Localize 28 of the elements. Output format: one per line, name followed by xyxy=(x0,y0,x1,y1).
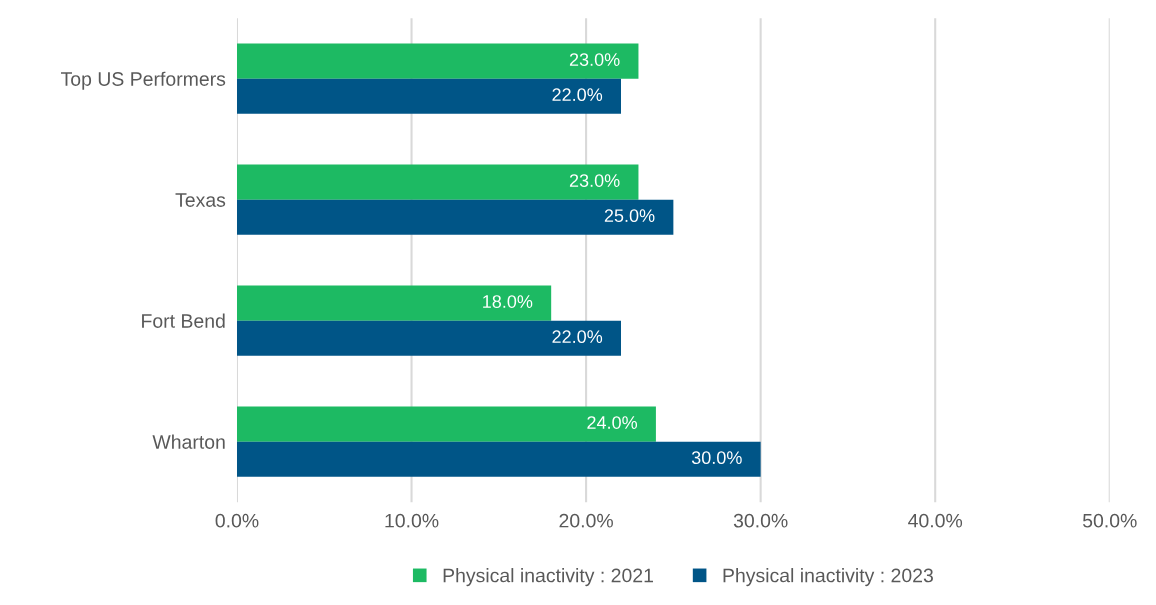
bar xyxy=(236,285,552,321)
data-label: 25.0% xyxy=(604,209,655,223)
data-label: 24.0% xyxy=(587,416,638,429)
data-label: 23.0% xyxy=(569,53,620,66)
y-tick-label: Fort Bend xyxy=(142,313,225,328)
bar xyxy=(236,320,621,356)
bar xyxy=(236,164,639,200)
data-label: 18.0% xyxy=(483,295,533,308)
legend-label: Physical inactivity : 2021 xyxy=(443,568,653,587)
x-tick-label: 10.0% xyxy=(385,513,439,528)
y-tick-label: Top US Performers xyxy=(61,71,226,90)
data-label: 22.0% xyxy=(552,88,603,102)
data-label: 23.0% xyxy=(569,174,620,187)
y-tick-label: Texas xyxy=(175,193,226,207)
bar xyxy=(236,199,674,235)
bar xyxy=(236,78,621,114)
x-tick-label: 40.0% xyxy=(908,513,963,528)
x-tick-label: 30.0% xyxy=(733,513,788,528)
bar xyxy=(236,406,656,442)
x-tick-label: 0.0% xyxy=(215,513,259,528)
x-tick-label: 50.0% xyxy=(1082,513,1137,528)
data-label: 22.0% xyxy=(552,330,603,344)
y-tick-label: Wharton xyxy=(152,434,225,449)
data-label: 30.0% xyxy=(691,451,742,465)
x-tick-label: 20.0% xyxy=(559,513,613,528)
legend-label: Physical inactivity : 2023 xyxy=(723,568,933,587)
bar xyxy=(236,441,761,477)
bar xyxy=(236,43,639,79)
